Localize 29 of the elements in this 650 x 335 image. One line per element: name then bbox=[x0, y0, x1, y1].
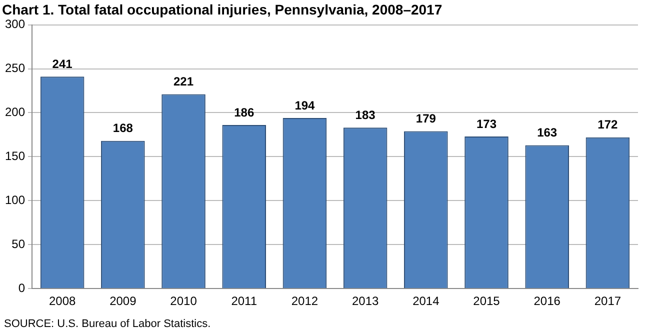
data-label: 163 bbox=[537, 126, 558, 140]
data-label: 221 bbox=[174, 74, 194, 89]
y-tick-label: 0 bbox=[18, 280, 26, 295]
data-label: 183 bbox=[355, 108, 376, 122]
chart-title: Chart 1. Total fatal occupational injuries, Pennsylvania, 2008–2017 bbox=[2, 1, 442, 18]
x-tick-label: 2011 bbox=[231, 294, 258, 308]
y-tick-label: 100 bbox=[4, 192, 26, 207]
x-tick-label: 2010 bbox=[170, 294, 198, 308]
data-label: 168 bbox=[112, 121, 134, 136]
data-label: 186 bbox=[234, 105, 254, 120]
y-tick-label: 200 bbox=[4, 105, 26, 120]
source-note: SOURCE: U.S. Bureau of Labor Statistics. bbox=[4, 318, 211, 330]
x-tick-label: 2015 bbox=[473, 294, 500, 308]
data-label: 194 bbox=[294, 98, 316, 112]
x-tick-label: 2009 bbox=[110, 294, 137, 308]
y-tick-label: 150 bbox=[4, 149, 26, 164]
x-tick-label: 2013 bbox=[352, 294, 379, 308]
data-label: 179 bbox=[416, 112, 436, 126]
y-tick-label: 50 bbox=[12, 236, 26, 251]
data-label: 172 bbox=[598, 118, 618, 132]
x-tick-label: 2017 bbox=[594, 294, 622, 308]
x-tick-label: 2012 bbox=[291, 294, 318, 308]
y-tick-label: 300 bbox=[4, 17, 26, 32]
x-tick-label: 2014 bbox=[412, 294, 440, 308]
data-label: 173 bbox=[476, 116, 497, 131]
x-tick-label: 2008 bbox=[48, 294, 76, 308]
y-tick-label: 250 bbox=[4, 61, 26, 76]
x-tick-label: 2016 bbox=[534, 294, 561, 308]
data-label: 241 bbox=[52, 56, 73, 71]
